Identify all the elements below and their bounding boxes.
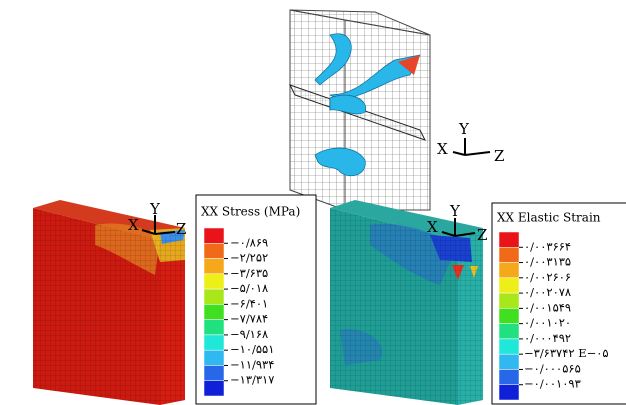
legend-swatch (204, 243, 224, 258)
legend-label: −۵/۰۱۸ (230, 281, 269, 295)
legend-label: ۰/۰۰۲۶۰۶ (524, 270, 571, 284)
triad-y: Y (149, 200, 161, 218)
triad-x: X (128, 216, 139, 234)
triad-z: Z (477, 226, 487, 244)
legend-swatch (499, 278, 519, 293)
legend-swatch (499, 324, 519, 339)
stress-slab (33, 200, 185, 405)
legend-label: −۱۰/۵۵۱ (230, 342, 274, 356)
legend-swatch (499, 308, 519, 323)
legend-swatch (204, 381, 224, 396)
triad-z: Z (176, 220, 186, 238)
legend-swatch (499, 369, 519, 384)
legend-swatch (204, 228, 224, 243)
legend-label: −۱۱/۹۳۴ (230, 357, 274, 371)
legend-label: ۰/۰۰۳۶۶۴ (524, 239, 571, 253)
legend-label: −۶/۴۰۱ (230, 296, 268, 310)
legend-label: ۰/۰۰۳۱۳۵ (524, 255, 571, 269)
legend-swatch (204, 365, 224, 380)
legend-swatch (204, 335, 224, 350)
legend-swatch (204, 350, 224, 365)
triad-z: Z (494, 147, 504, 165)
legend-swatch (499, 247, 519, 262)
top-triad: Y X Z (437, 120, 504, 165)
legend-swatch (499, 293, 519, 308)
legend-label: −۰/۸۶۹ (230, 235, 268, 249)
triad-x: X (427, 218, 438, 236)
legend-swatch (499, 354, 519, 369)
legend-swatch (204, 289, 224, 304)
legend-swatch (204, 274, 224, 289)
legend-label: −۳/۶۳۷۴۲ E−۰۵ (524, 346, 609, 360)
legend-swatch (204, 259, 224, 274)
legend-label: −۳/۶۳۵ (230, 266, 268, 280)
legend-swatch (499, 263, 519, 278)
legend-label: ۰/۰۰۱۰۲۰ (524, 316, 571, 330)
legend-label: −۰/۰۰۱۰۹۳ (524, 377, 582, 391)
legend-label: ۰/۰۰۰۴۹۲ (524, 331, 571, 345)
legend-label: ۰/۰۰۱۵۴۹ (524, 300, 571, 314)
legend-title: XX Elastic Strain (497, 211, 601, 225)
legend-swatch (499, 339, 519, 354)
legend-swatch (499, 385, 519, 400)
legend-swatch (204, 320, 224, 335)
figure: Y X Z Y X Z Y X (0, 0, 626, 405)
legend-swatch (499, 232, 519, 247)
legend-label: −۰/۰۰۰۵۶۵ (524, 361, 581, 375)
triad-x: X (437, 140, 448, 158)
legend-label: ۰/۰۰۲۰۷۸ (524, 285, 572, 299)
legend-label: −۲/۲۵۲ (230, 251, 268, 265)
legend-label: −۹/۱۶۸ (230, 327, 269, 341)
legend-label: −۷/۷۸۴ (230, 312, 268, 326)
top-mesh (290, 10, 430, 210)
legend-title: XX Stress (MPa) (201, 205, 300, 219)
legend-label: −۱۳/۳۱۷ (230, 373, 275, 387)
legend-swatch (204, 304, 224, 319)
triad-y: Y (458, 120, 470, 138)
triad-y: Y (449, 202, 461, 220)
strain-slab (330, 200, 483, 405)
